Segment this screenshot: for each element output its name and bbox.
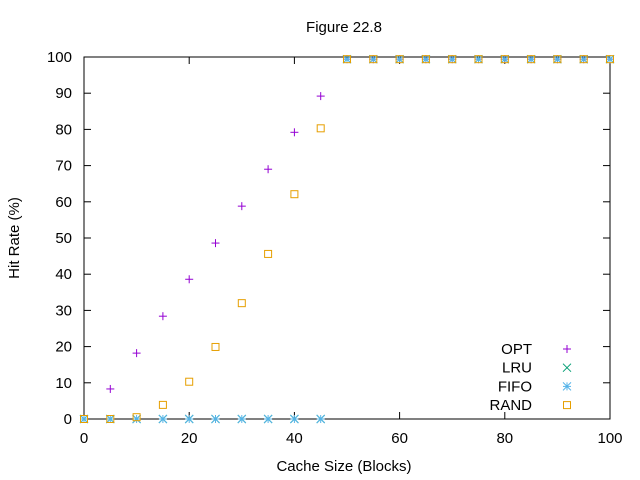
x-axis: 0 20 40 60 80 100 — [80, 57, 623, 447]
rand-point — [579, 55, 588, 64]
rand-point — [421, 55, 430, 64]
rand-point — [132, 413, 141, 422]
fifo-point — [79, 414, 89, 424]
opt-point — [264, 165, 273, 174]
rand-point — [237, 299, 246, 308]
legend-marker-opt — [563, 345, 571, 353]
fifo-point — [316, 414, 326, 424]
series-fifo — [79, 54, 615, 424]
fifo-point — [605, 54, 615, 64]
fifo-point — [184, 414, 194, 424]
rand-point — [290, 190, 299, 199]
rand-point — [185, 377, 194, 386]
legend-label-opt: OPT — [501, 341, 532, 358]
legend-label-fifo: FIFO — [498, 378, 532, 395]
rand-point — [80, 415, 88, 423]
fifo-point — [395, 54, 404, 64]
opt-point — [185, 275, 194, 284]
x-tick-label: 0 — [80, 430, 88, 447]
rand-point — [106, 415, 115, 423]
y-tick-label: 40 — [55, 266, 72, 283]
fifo-point — [553, 54, 562, 64]
fifo-point — [579, 54, 589, 64]
x-tick-label: 80 — [496, 430, 513, 447]
y-tick-label: 10 — [55, 375, 72, 392]
fifo-point — [237, 414, 247, 424]
opt-point — [237, 202, 246, 211]
rand-point — [316, 124, 325, 133]
legend-marker-fifo — [562, 382, 572, 391]
opt-point — [158, 312, 167, 321]
fifo-point — [526, 54, 536, 64]
rand-point — [343, 55, 351, 64]
x-tick-label: 40 — [286, 430, 303, 447]
rand-point — [264, 249, 273, 258]
x-tick-label: 60 — [391, 430, 408, 447]
x-axis-label: Cache Size (Blocks) — [276, 458, 411, 475]
fifo-point — [211, 414, 220, 424]
data-points — [79, 54, 615, 424]
fifo-point — [447, 54, 457, 64]
opt-point — [106, 384, 115, 393]
opt-point — [290, 128, 299, 137]
y-tick-label: 90 — [55, 85, 72, 102]
y-tick-label: 0 — [64, 411, 72, 428]
legend-label-rand: RAND — [489, 397, 532, 414]
rand-point — [474, 55, 483, 64]
rand-point — [211, 342, 220, 351]
fifo-point — [474, 54, 483, 64]
opt-point — [132, 349, 141, 358]
rand-point — [395, 55, 404, 64]
series-rand — [80, 55, 614, 423]
y-tick-label: 80 — [55, 121, 72, 138]
rand-point — [369, 55, 378, 64]
y-tick-label: 70 — [55, 158, 72, 175]
rand-point — [158, 400, 167, 409]
fifo-point — [421, 54, 431, 64]
y-tick-label: 20 — [55, 339, 72, 356]
fifo-point — [105, 414, 115, 424]
y-tick-label: 30 — [55, 302, 72, 319]
fifo-point — [132, 414, 141, 424]
legend-marker-lru — [562, 363, 572, 373]
rand-point — [553, 55, 562, 64]
fifo-point — [368, 54, 378, 64]
fifo-point — [263, 414, 273, 424]
rand-point — [527, 55, 536, 64]
y-tick-label: 50 — [55, 230, 72, 247]
y-axis: 0 10 20 30 40 50 60 70 80 90 100 — [47, 49, 610, 428]
x-tick-label: 100 — [597, 430, 622, 447]
rand-point — [448, 55, 457, 64]
series-lru — [79, 54, 615, 424]
y-tick-label: 60 — [55, 194, 72, 211]
opt-point — [211, 239, 220, 248]
fifo-point — [342, 54, 352, 64]
y-axis-label: Hit Rate (%) — [6, 197, 23, 279]
legend-label-lru: LRU — [502, 360, 532, 377]
fifo-point — [500, 54, 510, 64]
fifo-point — [158, 414, 168, 424]
fifo-point — [290, 414, 299, 424]
y-tick-label: 100 — [47, 49, 72, 66]
rand-point — [500, 55, 509, 64]
legend-marker-rand — [563, 401, 571, 410]
x-tick-label: 20 — [181, 430, 198, 447]
opt-point — [316, 92, 325, 101]
chart-title: Figure 22.8 — [306, 19, 382, 36]
series-opt — [80, 55, 614, 423]
rand-point — [606, 55, 614, 64]
